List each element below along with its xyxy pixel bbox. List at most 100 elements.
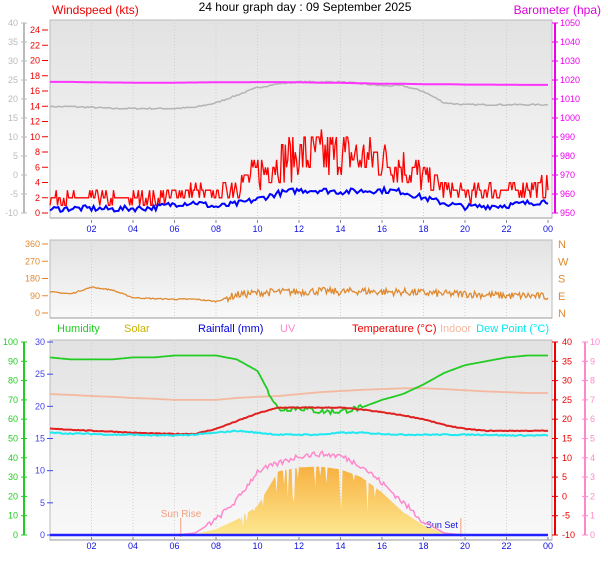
direction-tick-label: 0 (35, 308, 40, 318)
humidity-tick-label: 60 (8, 414, 18, 424)
humidity-tick-label: 20 (8, 491, 18, 501)
windspeed-tick-label: 22 (30, 40, 40, 50)
time-tick-label: 12 (294, 224, 304, 234)
time-tick-label: 20 (460, 224, 470, 234)
barometer-tick-label: 960 (560, 189, 575, 199)
windspeed-tick-label: 24 (30, 25, 40, 35)
time-tick-label: 06 (169, 224, 179, 234)
uv-tick-label: 9 (590, 356, 595, 366)
uv-tick-label: 7 (590, 395, 595, 405)
temperature-tick-label: -5 (562, 511, 570, 521)
windspeed-axis-title: Windspeed (kts) (52, 3, 139, 17)
time-tick-label: 10 (252, 224, 262, 234)
rainfall-tick-label: 10 (35, 466, 45, 476)
time-tick-label: 02 (86, 224, 96, 234)
barometer-tick-label: 970 (560, 170, 575, 180)
time-tick-label: 18 (418, 224, 428, 234)
solar-area (50, 466, 548, 535)
time-tick-label: 00 (543, 541, 553, 551)
time-tick-label: 18 (418, 541, 428, 551)
direction-plot-area (49, 239, 553, 319)
dew-point-line (49, 429, 549, 438)
time-tick-label: 08 (211, 541, 221, 551)
windspeed-tick-label: 0 (35, 208, 40, 218)
humidity-tick-label: 30 (8, 472, 18, 482)
sunset-label: Sun Set (426, 520, 459, 530)
humidity-tick-label: 100 (3, 337, 18, 347)
chart-title: 24 hour graph day : 09 September 2025 (199, 0, 412, 14)
direction-tick-label: 270 (25, 256, 40, 266)
barometer-tick-label: 980 (560, 151, 575, 161)
wind-average-line (49, 184, 549, 214)
rainfall-tick-label: 20 (35, 401, 45, 411)
uv-tick-label: 5 (590, 434, 595, 444)
time-tick-label: 10 (252, 541, 262, 551)
direction-tick-label: 180 (25, 274, 40, 284)
windspeed-tick-label: 6 (35, 162, 40, 172)
compass-label: N (558, 308, 566, 320)
grey-temp-tick-label: 10 (8, 132, 18, 142)
grey-temp-tick-label: 35 (8, 37, 18, 47)
temperature-tick-label: 15 (562, 434, 572, 444)
legend-temperature: Temperature (°C) (352, 323, 436, 335)
uv-tick-label: 3 (590, 472, 595, 482)
rainfall-tick-label: 5 (40, 498, 45, 508)
humidity-tick-label: 90 (8, 356, 18, 366)
rainfall-tick-label: 25 (35, 369, 45, 379)
sunrise-label: Sun Rise (161, 509, 202, 520)
barometer-tick-label: 1010 (560, 94, 580, 104)
humidity-tick-label: 80 (8, 376, 18, 386)
uv-tick-label: 4 (590, 453, 595, 463)
time-tick-label: 02 (86, 541, 96, 551)
grey-temp-tick-label: -5 (10, 189, 18, 199)
windspeed-tick-label: 14 (30, 101, 40, 111)
barometer-tick-label: 1050 (560, 18, 580, 28)
uv-tick-label: 10 (590, 337, 600, 347)
temperature-tick-label: 25 (562, 395, 572, 405)
temperature-tick-label: 30 (562, 376, 572, 386)
legend-uv: UV (280, 323, 296, 335)
windspeed-tick-label: 18 (30, 71, 40, 81)
barometer-tick-label: 990 (560, 132, 575, 142)
barometer-tick-label: 1020 (560, 75, 580, 85)
grey-temp-tick-label: -10 (5, 208, 18, 218)
indoor-temperature-line (49, 387, 548, 401)
uv-tick-label: 8 (590, 376, 595, 386)
wind-gust-line (49, 129, 549, 207)
grey-temp-tick-label: 40 (8, 18, 18, 28)
grey-temp-tick-label: 25 (8, 75, 18, 85)
legend-solar: Solar (124, 323, 150, 335)
compass-label: W (558, 256, 569, 268)
legend-dew: Dew Point (°C) (476, 323, 549, 335)
time-tick-label: 16 (377, 224, 387, 234)
temperature-tick-label: -10 (562, 530, 575, 540)
uv-tick-label: 2 (590, 491, 595, 501)
legend-humidity: Humidity (57, 323, 100, 335)
legend: Humidity Solar Rainfall (mm) UV Temperature … (57, 323, 549, 335)
grey-temp-tick-label: 30 (8, 56, 18, 66)
uv-tick-label: 1 (590, 511, 595, 521)
rainfall-tick-label: 15 (35, 434, 45, 444)
temperature-tick-label: 40 (562, 337, 572, 347)
barometer-line (50, 80, 548, 86)
wind-plot-area (49, 19, 553, 219)
compass-label: S (558, 274, 565, 286)
temperature-tick-label: 35 (562, 356, 572, 366)
windspeed-tick-label: 12 (30, 117, 40, 127)
time-tick-label: 08 (211, 224, 221, 234)
time-tick-label: 06 (169, 541, 179, 551)
humidity-tick-label: 0 (13, 530, 18, 540)
windspeed-tick-label: 4 (35, 178, 40, 188)
time-tick-label: 00 (543, 224, 553, 234)
grey-temp-tick-label: 5 (13, 151, 18, 161)
legend-rainfall: Rainfall (mm) (198, 323, 263, 335)
barometer-tick-label: 1000 (560, 113, 580, 123)
wind-direction-line (49, 285, 549, 304)
barometer-tick-label: 1040 (560, 37, 580, 47)
grey-temp-tick-label: 20 (8, 94, 18, 104)
time-tick-label: 14 (335, 224, 345, 234)
time-tick-label: 04 (128, 541, 138, 551)
humidity-tick-label: 50 (8, 434, 18, 444)
barometer-tick-label: 950 (560, 208, 575, 218)
